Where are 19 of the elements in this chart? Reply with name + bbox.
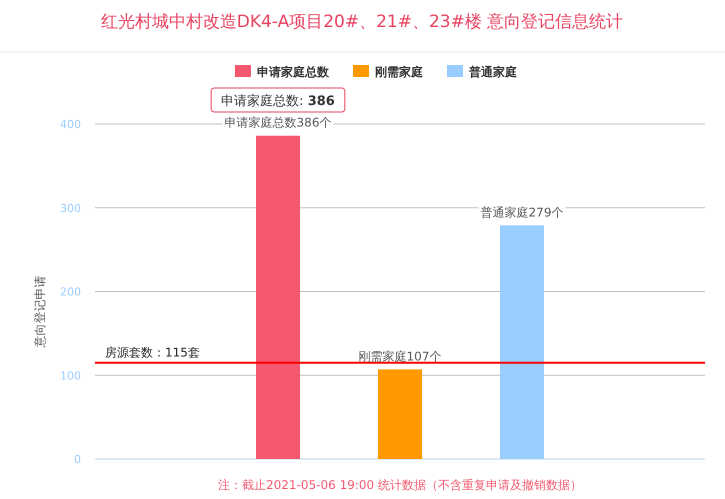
y-tick-label: 200 [60,286,81,298]
bar [378,369,422,459]
y-tick-label: 0 [74,453,81,466]
text: 注：截止2021-05-06 19:00 统计数据（不含重复申请及撤销数据） [218,478,582,492]
y-axis-title: 意向登记申请 [33,276,47,348]
y-tick-label: 400 [60,118,81,131]
ref-line-label: 房源套数：115套 [105,346,200,360]
legend-label: 申请家庭总数 [257,65,330,79]
bar [500,225,544,459]
bar [256,136,300,459]
data-label: 刚需家庭107个 [358,349,442,364]
legend-label: 普通家庭 [468,65,517,79]
y-tick-label: 100 [60,369,81,382]
legend-label: 刚需家庭 [375,65,423,79]
y-tick-label: 300 [60,202,81,215]
chart-title: 红光村城中村改造DK4-A项目20#、21#、23#楼 意向登记信息统计 [100,12,624,32]
data-label: 普通家庭279个 [480,205,564,220]
data-label: 申请家庭总数386个 [224,116,332,130]
text: 申请家庭总数: 386 [221,93,335,109]
